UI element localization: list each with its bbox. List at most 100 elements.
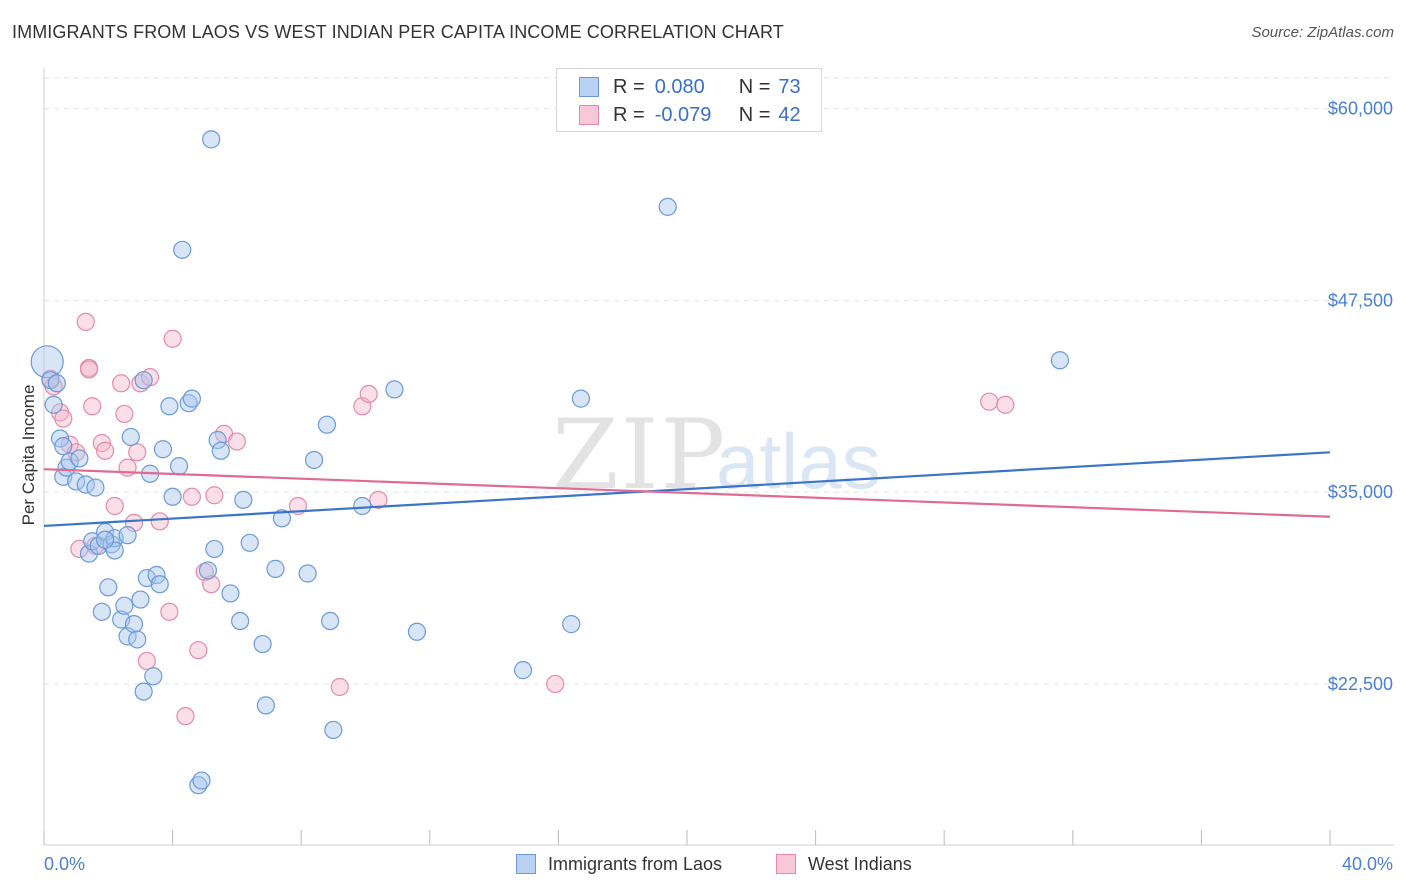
legend-n-label: N = [738, 103, 771, 126]
data-point-laos [321, 611, 340, 631]
data-point-laos [92, 602, 111, 621]
data-point-laos [571, 389, 591, 408]
y-tick-label: $60,000 [1328, 99, 1393, 119]
data-point-laos [150, 575, 169, 594]
legend-n-label: N = [738, 75, 771, 98]
data-point-laos [658, 197, 677, 216]
data-point-laos [54, 437, 73, 456]
data-point-laos [99, 578, 118, 597]
data-point-laos [95, 530, 115, 549]
data-point-laos [353, 496, 372, 516]
data-point-laos [163, 487, 182, 506]
data-point-laos [198, 561, 218, 580]
data-point-laos [266, 559, 285, 578]
data-point-laos [44, 395, 63, 414]
legend-n-value: 42 [778, 103, 801, 126]
data-point-west-indians [202, 575, 221, 594]
data-point-laos [70, 449, 89, 468]
data-point-laos [208, 430, 227, 450]
data-point-west-indians [150, 512, 169, 531]
data-point-west-indians [76, 312, 95, 332]
legend-row-laos: R = 0.080 N = 73 [579, 73, 801, 101]
data-point-laos [272, 509, 292, 528]
data-point-west-indians [189, 641, 208, 660]
y-axis-label: Per Capita Income [19, 385, 38, 526]
data-point-laos [231, 611, 250, 631]
legend-r-value: 0.080 [654, 75, 705, 98]
data-point-laos [121, 427, 140, 447]
data-point-laos [240, 533, 259, 552]
data-point-laos [182, 389, 201, 408]
data-point-laos [1050, 351, 1070, 370]
data-point-west-indians [330, 677, 349, 697]
data-point-laos [202, 130, 221, 149]
data-point-laos [153, 440, 173, 459]
data-point-west-indians [115, 404, 134, 424]
correlation-legend: R = 0.080 N = 73 R = -0.079 N = 42 [556, 68, 822, 132]
data-point-laos [134, 682, 153, 701]
trend-line-laos [43, 451, 1331, 528]
data-point-laos [30, 345, 64, 379]
data-point-west-indians [546, 674, 565, 694]
data-point-laos [192, 771, 211, 790]
data-point-laos [304, 450, 324, 470]
y-tick-label: $47,500 [1328, 290, 1393, 310]
legend-swatch-pink [579, 105, 599, 125]
legend-r-value: -0.079 [654, 103, 712, 126]
bottom-legend-west-indians: West Indians [776, 852, 912, 876]
data-point-west-indians [996, 395, 1015, 414]
data-point-laos [47, 374, 66, 393]
bottom-legend-swatch-pink [776, 854, 796, 874]
data-point-west-indians [118, 458, 137, 477]
data-point-laos [324, 720, 343, 740]
data-point-laos [131, 590, 150, 609]
trend-lines [43, 451, 1331, 528]
data-point-west-indians [105, 496, 124, 516]
data-point-west-indians [176, 707, 195, 726]
bottom-legend-swatch-blue [516, 854, 536, 874]
legend-row-west-indians: R = -0.079 N = 42 [579, 101, 801, 129]
data-point-laos [317, 415, 337, 434]
data-point-west-indians [227, 432, 246, 451]
data-point-west-indians [128, 443, 147, 462]
x-tick-labels: 0.0% 40.0% [44, 854, 1393, 874]
legend-r-label: R = [613, 103, 645, 126]
data-point-west-indians [131, 374, 150, 393]
legend-n-value: 73 [778, 75, 801, 98]
trend-line-west-indians [43, 468, 1331, 518]
series-immigrants-from-laos [30, 130, 1070, 795]
data-point-west-indians [163, 329, 182, 348]
data-point-laos [169, 457, 189, 476]
y-tick-label: $22,500 [1328, 674, 1393, 694]
data-point-west-indians [369, 490, 388, 509]
bottom-legend-laos: Immigrants from Laos [516, 852, 722, 876]
data-point-laos [256, 696, 275, 715]
data-point-west-indians [182, 487, 201, 506]
x-tick-label: 0.0% [44, 854, 85, 874]
series-west-indians [41, 312, 1015, 726]
data-point-west-indians [83, 397, 102, 416]
data-point-west-indians [95, 441, 115, 460]
data-point-west-indians [54, 409, 73, 428]
data-point-west-indians [205, 486, 224, 505]
source-label: Source: ZipAtlas.com [1251, 24, 1394, 41]
legend-swatch-blue [579, 77, 599, 97]
axes [43, 68, 1394, 846]
data-point-laos [86, 478, 105, 497]
data-point-laos [385, 380, 404, 399]
data-point-west-indians [359, 384, 378, 404]
x-tick-label: 40.0% [1342, 854, 1393, 874]
data-point-west-indians [160, 602, 179, 621]
bottom-legend-label-laos: Immigrants from Laos [548, 853, 723, 874]
data-point-west-indians [980, 392, 999, 411]
data-point-laos [144, 667, 163, 686]
bottom-legend-label-west-indians: West Indians [808, 853, 912, 874]
y-tick-labels: $22,500 $35,000 $47,500 $60,000 [1328, 99, 1393, 694]
data-point-laos [211, 441, 230, 460]
data-point-laos [205, 539, 224, 559]
data-point-laos [128, 630, 147, 649]
data-point-laos [253, 634, 272, 654]
data-point-laos [118, 526, 137, 545]
data-point-laos [221, 584, 240, 603]
